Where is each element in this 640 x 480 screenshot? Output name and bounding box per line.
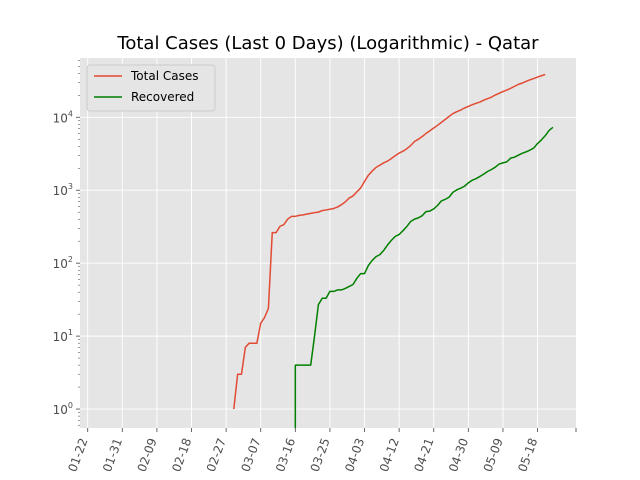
y-tick-label: 102	[53, 255, 73, 271]
x-axis: 01-22 01-31 02-09 02-18 02-27 03-07 03-16 03-25…	[65, 428, 577, 474]
y-tick-label: 104	[53, 109, 73, 125]
series-line-recovered	[294, 126, 554, 428]
chart-title: Total Cases (Last 0 Days) (Logarithmic) …	[116, 33, 539, 54]
grid	[80, 58, 576, 428]
y-tick-label: 100	[53, 401, 73, 417]
y-tick-label: 101	[53, 328, 73, 344]
y-tick-label: 103	[53, 182, 73, 198]
legend-label-recovered: Recovered	[131, 90, 194, 104]
series-line-total-cases	[233, 73, 546, 410]
legend-label-total-cases: Total Cases	[130, 69, 198, 83]
legend: Total Cases Recovered	[86, 64, 216, 112]
plot-area	[80, 58, 576, 428]
y-axis: 100 101 102 103 104	[53, 60, 80, 426]
series-layer	[233, 73, 554, 428]
